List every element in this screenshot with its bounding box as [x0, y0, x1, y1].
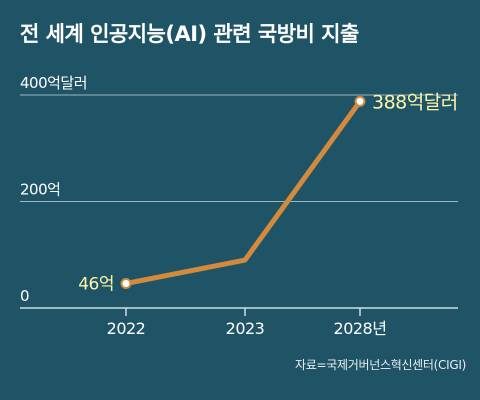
- data-point-0: [120, 278, 132, 290]
- series-line: [123, 98, 363, 287]
- data-point-2: [354, 95, 366, 107]
- data-label-0: 46억: [78, 275, 114, 295]
- data-labels: 46억 388억달러: [78, 91, 458, 294]
- data-points: [120, 95, 366, 290]
- y-tick-label-1: 200억: [20, 181, 60, 199]
- data-label-2: 388억달러: [372, 91, 458, 113]
- y-tick-label-2: 400억달러: [20, 74, 87, 92]
- series-line-layer: [123, 98, 363, 287]
- x-tick-label-2: 2028년: [334, 319, 387, 338]
- source-note: 자료=국제거버넌스혁신센터(CIGI): [295, 358, 466, 372]
- y-tick-labels: 0 200억 400억달러: [20, 74, 88, 305]
- grid-lines: [20, 94, 458, 309]
- chart-title: 전 세계 인공지능(AI) 관련 국방비 지출: [20, 22, 359, 46]
- x-tick-label-1: 2023: [226, 319, 265, 338]
- x-tick-labels: 2022 2023 2028년: [107, 308, 387, 338]
- y-tick-label-0: 0: [20, 287, 29, 305]
- x-tick-label-0: 2022: [107, 319, 146, 338]
